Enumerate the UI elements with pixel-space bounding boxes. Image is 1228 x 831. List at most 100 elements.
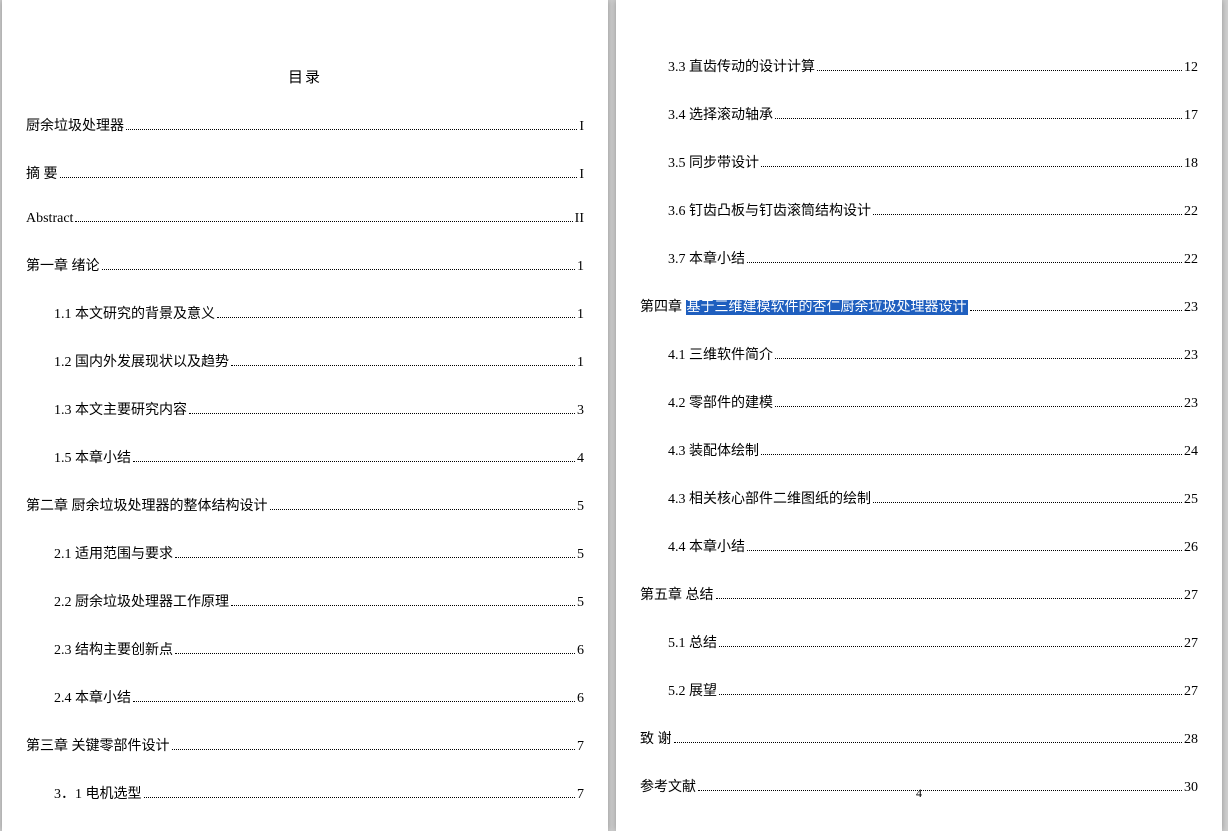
toc-entry-label: 1.5 本章小结 xyxy=(54,447,131,467)
toc-entry-label: 2.1 适用范围与要求 xyxy=(54,543,173,563)
toc-entry-label: 第二章 厨余垃圾处理器的整体结构设计 xyxy=(26,495,268,515)
toc-entry[interactable]: 第四章 基于三维建模软件的杏仁厨余垃圾处理器设计23 xyxy=(640,296,1198,316)
toc-entry[interactable]: 4.3 相关核心部件二维图纸的绘制25 xyxy=(640,488,1198,508)
toc-leader xyxy=(970,310,1183,311)
toc-leader xyxy=(102,269,576,270)
toc-entry[interactable]: 第五章 总结 27 xyxy=(640,584,1198,604)
toc-entry-label: 3.4 选择滚动轴承 xyxy=(668,104,773,124)
toc-leader xyxy=(674,742,1183,743)
toc-leader xyxy=(172,749,576,750)
toc-leader xyxy=(217,317,575,318)
toc-entry[interactable]: 3.3 直齿传动的设计计算 12 xyxy=(640,56,1198,76)
toc-entry[interactable]: 第二章 厨余垃圾处理器的整体结构设计5 xyxy=(26,495,584,515)
toc-entry-label: 3.6 钉齿凸板与钉齿滚筒结构设计 xyxy=(668,200,871,220)
toc-entry-label: 3.7 本章小结 xyxy=(668,248,745,268)
toc-entry[interactable]: 2.1 适用范围与要求 5 xyxy=(26,543,584,563)
toc-entry-page: 6 xyxy=(577,691,584,707)
toc-entry-page: 26 xyxy=(1184,540,1198,556)
toc-entry-page: 5 xyxy=(577,595,584,611)
toc-entry-page: 25 xyxy=(1184,492,1198,508)
toc-entry-page: 23 xyxy=(1184,396,1198,412)
toc-leader xyxy=(747,550,1182,551)
toc-leader xyxy=(873,502,1182,503)
toc-entry-label: Abstract xyxy=(26,211,73,227)
toc-entry[interactable]: 3．1 电机选型 7 xyxy=(26,783,584,803)
toc-entry[interactable]: 厨余垃圾处理器 I xyxy=(26,115,584,135)
toc-entry-label: 摘 要 xyxy=(26,163,58,183)
toc-entry-page: 27 xyxy=(1184,588,1198,604)
toc-entry-label: 第一章 绪论 xyxy=(26,255,100,275)
toc-entry-page: 28 xyxy=(1184,732,1198,748)
toc-leader xyxy=(698,790,1182,791)
toc-entry-page: 17 xyxy=(1184,108,1198,124)
toc-entry[interactable]: 1.2 国内外发展现状以及趋势1 xyxy=(26,351,584,371)
page-spread: 目录 厨余垃圾处理器I摘 要IAbstractII第一章 绪论11.1 本文研究… xyxy=(0,0,1228,831)
toc-entry[interactable]: 3.5 同步带设计 18 xyxy=(640,152,1198,172)
toc-entry[interactable]: 4.2 零部件的建模23 xyxy=(640,392,1198,412)
toc-entry-label: 1.1 本文研究的背景及意义 xyxy=(54,303,215,323)
toc-entry-label: 厨余垃圾处理器 xyxy=(26,115,124,135)
toc-leader xyxy=(144,797,576,798)
toc-entry[interactable]: 第三章 关键零部件设计7 xyxy=(26,735,584,755)
toc-entry[interactable]: 4.3 装配体绘制24 xyxy=(640,440,1198,460)
toc-leader xyxy=(775,118,1182,119)
toc-entry[interactable]: 2.3 结构主要创新点 6 xyxy=(26,639,584,659)
toc-entry-page: 5 xyxy=(577,547,584,563)
toc-entry-page: 1 xyxy=(577,259,584,275)
right-page: 3.3 直齿传动的设计计算123.4 选择滚动轴承173.5 同步带设计183.… xyxy=(616,0,1222,831)
toc-entry[interactable]: AbstractII xyxy=(26,211,584,227)
toc-entry-page: 22 xyxy=(1184,204,1198,220)
toc-entry-page: 7 xyxy=(577,787,584,803)
toc-leader xyxy=(817,70,1182,71)
toc-entry-page: 4 xyxy=(577,451,584,467)
toc-leader xyxy=(175,557,575,558)
toc-entry[interactable]: 1.1 本文研究的背景及意义 1 xyxy=(26,303,584,323)
toc-entry-label: 1.2 国内外发展现状以及趋势 xyxy=(54,351,229,371)
toc-entry-label: 4.1 三维软件简介 xyxy=(668,344,773,364)
left-page: 目录 厨余垃圾处理器I摘 要IAbstractII第一章 绪论11.1 本文研究… xyxy=(2,0,608,831)
toc-entry-page: 3 xyxy=(577,403,584,419)
toc-entry[interactable]: 5.2 展望27 xyxy=(640,680,1198,700)
toc-entry-label: 第五章 总结 xyxy=(640,584,714,604)
toc-entry-label: 3.3 直齿传动的设计计算 xyxy=(668,56,815,76)
toc-entry-label: 3．1 电机选型 xyxy=(54,783,142,803)
toc-entry[interactable]: 2.2 厨余垃圾处理器工作原理 5 xyxy=(26,591,584,611)
toc-leader xyxy=(133,701,575,702)
toc-entry-label: 5.2 展望 xyxy=(668,680,717,700)
toc-entry[interactable]: 5.1 总结 27 xyxy=(640,632,1198,652)
toc-entry-label: 4.3 装配体绘制 xyxy=(668,440,759,460)
toc-entry-page: 1 xyxy=(577,307,584,323)
toc-entry[interactable]: 摘 要I xyxy=(26,163,584,183)
toc-entry-label: 3.5 同步带设计 xyxy=(668,152,759,172)
toc-entry-label: 4.4 本章小结 xyxy=(668,536,745,556)
toc-entry[interactable]: 致 谢28 xyxy=(640,728,1198,748)
toc-entry[interactable]: 4.4 本章小结 26 xyxy=(640,536,1198,556)
toc-entry[interactable]: 3.6 钉齿凸板与钉齿滚筒结构设计 22 xyxy=(640,200,1198,220)
toc-leader xyxy=(231,365,575,366)
toc-entry-highlight: 基于三维建模软件的杏仁厨余垃圾处理器设计 xyxy=(686,300,968,315)
toc-entry[interactable]: 2.4 本章小结6 xyxy=(26,687,584,707)
toc-entry-label: 第四章 基于三维建模软件的杏仁厨余垃圾处理器设计 xyxy=(640,296,968,316)
toc-entry-page: 12 xyxy=(1184,60,1198,76)
toc-entry[interactable]: 第一章 绪论 1 xyxy=(26,255,584,275)
toc-leader xyxy=(719,646,1182,647)
toc-leader xyxy=(761,454,1182,455)
toc-leader xyxy=(873,214,1182,215)
toc-entry[interactable]: 3.4 选择滚动轴承 17 xyxy=(640,104,1198,124)
toc-entry-label: 5.1 总结 xyxy=(668,632,717,652)
toc-entry-label: 2.2 厨余垃圾处理器工作原理 xyxy=(54,591,229,611)
toc-title: 目录 xyxy=(26,66,584,87)
toc-entry-page: 27 xyxy=(1184,636,1198,652)
toc-entry-label: 2.3 结构主要创新点 xyxy=(54,639,173,659)
toc-leader xyxy=(126,129,577,130)
toc-entry-page: 23 xyxy=(1184,348,1198,364)
toc-entry-page: I xyxy=(579,119,584,135)
toc-leader xyxy=(775,358,1182,359)
toc-entry[interactable]: 4.1 三维软件简介 23 xyxy=(640,344,1198,364)
toc-entry[interactable]: 1.3 本文主要研究内容3 xyxy=(26,399,584,419)
toc-entry-page: 18 xyxy=(1184,156,1198,172)
toc-entry[interactable]: 3.7 本章小结22 xyxy=(640,248,1198,268)
toc-entry[interactable]: 1.5 本章小结 4 xyxy=(26,447,584,467)
toc-leader xyxy=(761,166,1182,167)
toc-entry-page: 6 xyxy=(577,643,584,659)
